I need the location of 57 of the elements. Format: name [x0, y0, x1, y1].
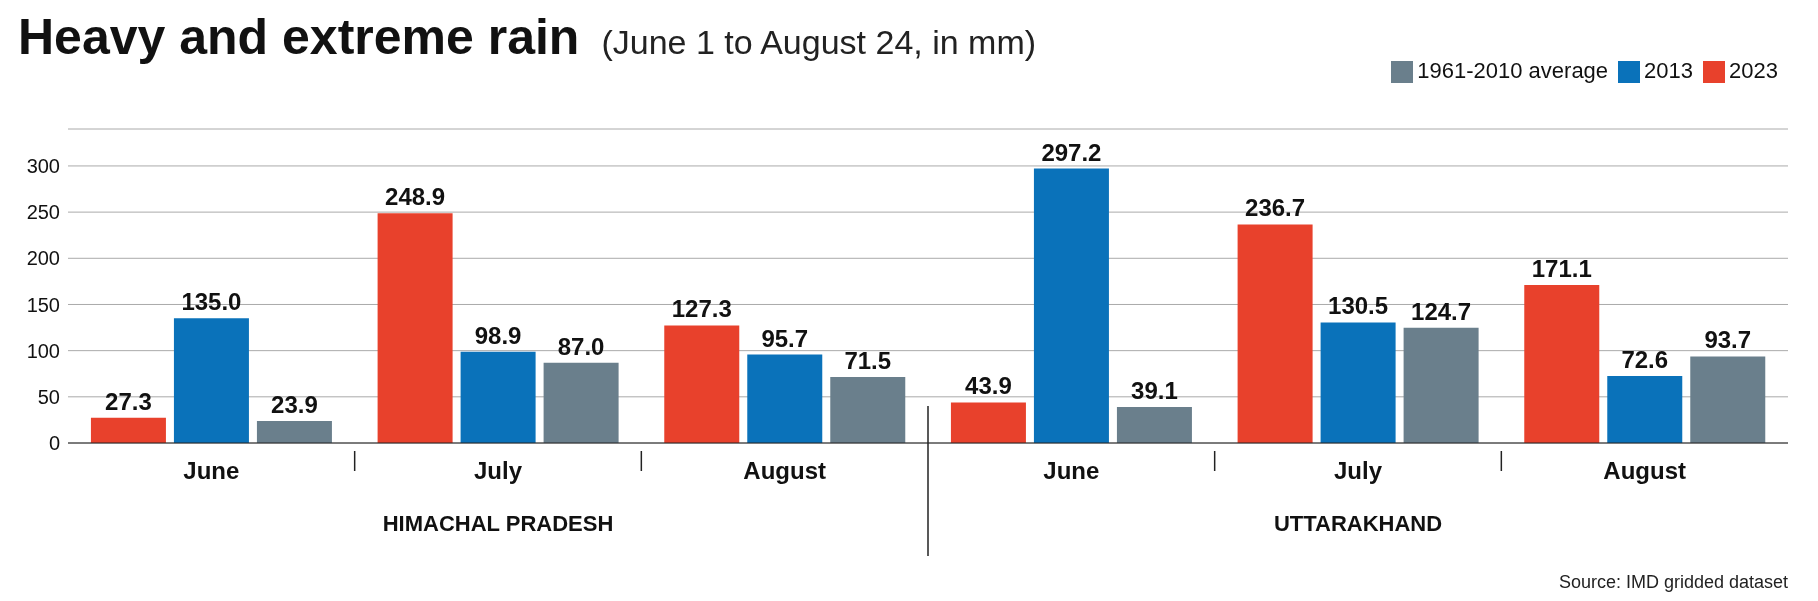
data-label: 95.7 [761, 324, 809, 352]
x-tick-label: July [1333, 457, 1383, 484]
bar [664, 325, 740, 443]
y-tick-label: 50 [37, 385, 60, 408]
y-tick-label: 100 [26, 339, 60, 362]
x-tick-label: June [1043, 457, 1100, 484]
bar [460, 351, 536, 443]
bar [1403, 327, 1479, 443]
y-tick-label: 300 [26, 155, 60, 178]
y-tick-label: 0 [48, 432, 60, 455]
bar [1607, 375, 1683, 443]
bar [1237, 224, 1313, 443]
data-label: 171.1 [1531, 254, 1592, 282]
chart-subtitle: (June 1 to August 24, in mm) [601, 23, 1037, 62]
bar [90, 417, 166, 443]
data-label: 236.7 [1245, 194, 1306, 222]
data-label: 27.3 [105, 387, 152, 415]
data-label: 23.9 [271, 390, 318, 418]
bar [747, 354, 823, 443]
x-tick-label: August [1603, 457, 1686, 484]
bar [1116, 406, 1192, 443]
data-label: 297.2 [1041, 138, 1102, 166]
data-label: 39.1 [1131, 376, 1178, 404]
legend-label: 1961-2010 average [1417, 58, 1609, 83]
bar [1033, 168, 1109, 443]
data-label: 72.6 [1621, 345, 1669, 373]
text: HIMACHAL PRADESH [382, 511, 614, 536]
y-tick-label: 150 [26, 293, 60, 316]
y-tick-label: 250 [26, 201, 60, 224]
x-tick-label: July [473, 457, 523, 484]
text: UTTARAKHAND [1273, 511, 1443, 536]
data-label: 248.9 [385, 183, 446, 211]
bar [543, 362, 619, 443]
data-label: 135.0 [181, 288, 242, 316]
data-label: 71.5 [844, 346, 892, 374]
data-label: 93.7 [1704, 326, 1752, 354]
bar [830, 376, 906, 443]
chart-title: Heavy and extreme rain [18, 8, 580, 66]
legend-label: 2023 [1729, 58, 1778, 83]
legend-label: 2013 [1644, 58, 1694, 83]
source-note: Source: IMD gridded dataset [1558, 572, 1788, 593]
bar [256, 420, 332, 443]
bar [377, 213, 453, 443]
x-tick-label: June [183, 457, 240, 484]
bar [1690, 356, 1766, 443]
bar [1524, 284, 1600, 443]
data-label: 98.9 [474, 321, 522, 349]
data-label: 43.9 [965, 372, 1012, 400]
data-label: 87.0 [557, 332, 605, 360]
data-label: 124.7 [1411, 297, 1472, 325]
y-tick-label: 200 [26, 247, 60, 270]
bar [950, 402, 1026, 443]
data-label: 130.5 [1328, 292, 1389, 320]
bar [173, 318, 249, 443]
bar [1320, 322, 1396, 443]
data-label: 127.3 [671, 295, 732, 323]
x-tick-label: August [743, 457, 826, 484]
